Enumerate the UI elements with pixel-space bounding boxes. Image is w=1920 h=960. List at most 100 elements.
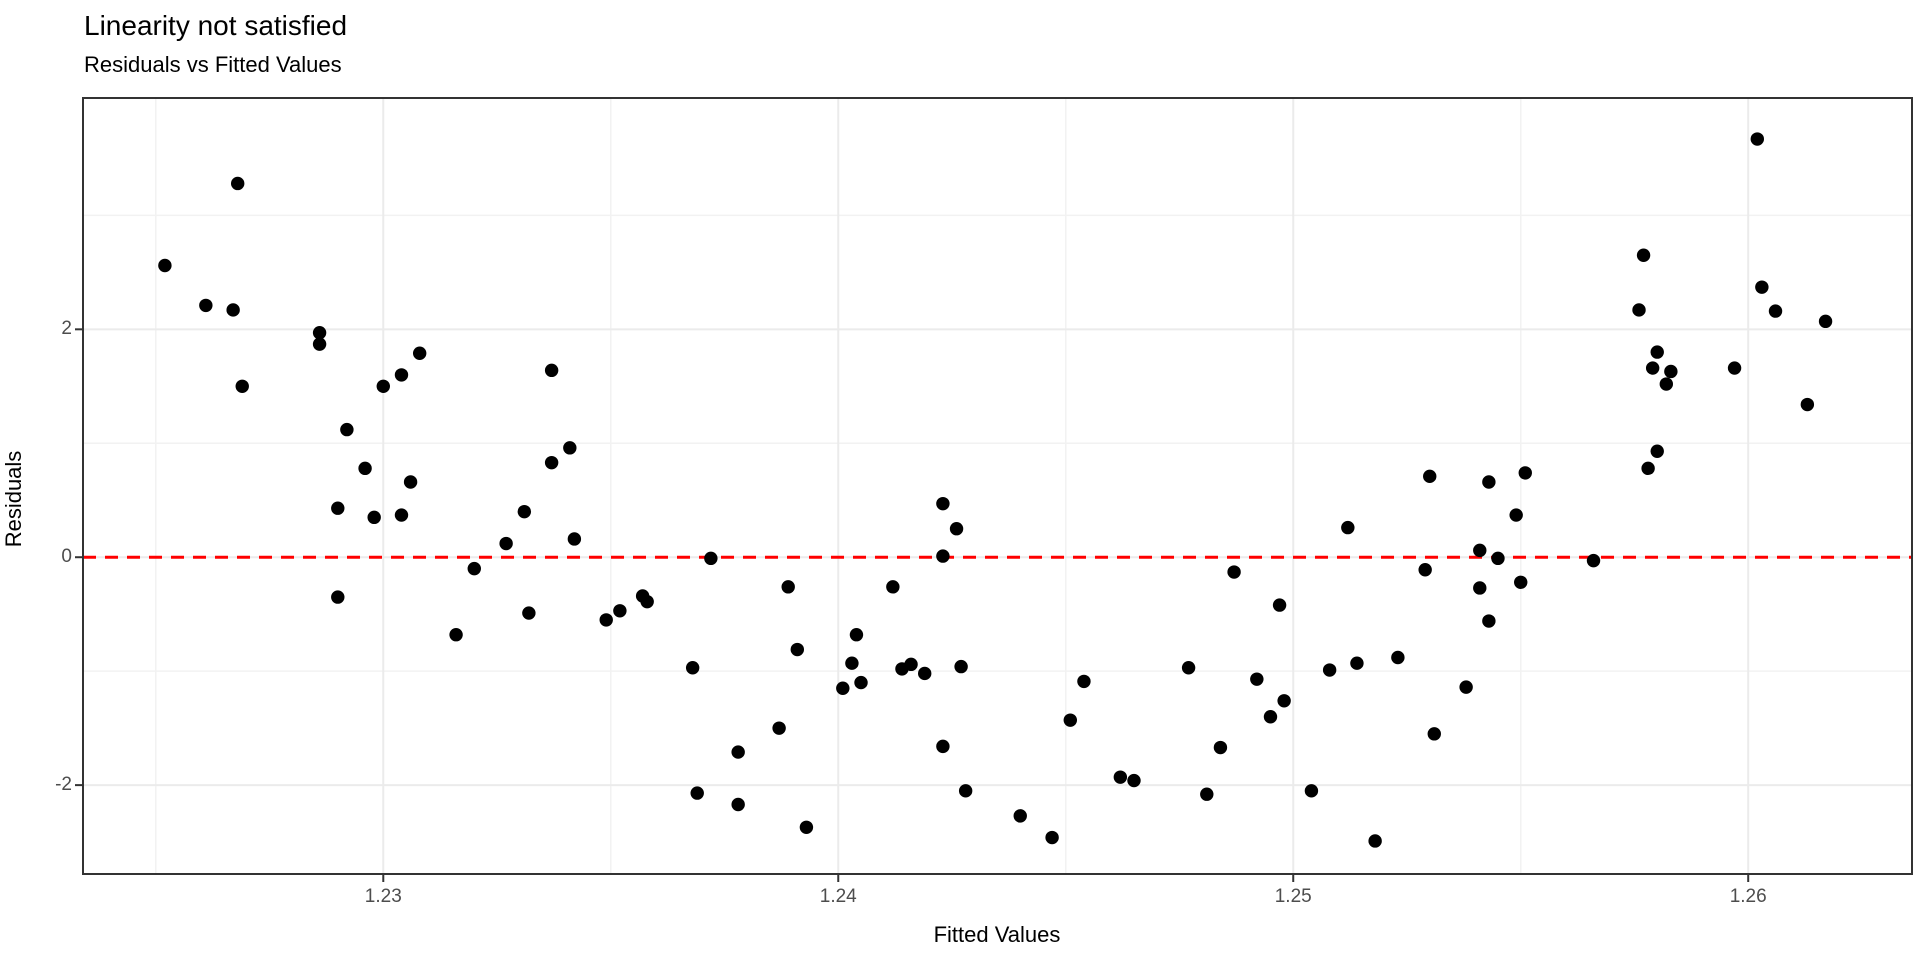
data-point (854, 675, 868, 690)
panel-border (82, 97, 1913, 875)
data-point (499, 536, 513, 551)
data-point (599, 613, 613, 627)
data-point (1113, 770, 1128, 784)
data-point (412, 346, 427, 360)
data-point (199, 298, 213, 313)
data-point (1750, 132, 1765, 146)
data-point (358, 461, 372, 476)
data-point (1482, 475, 1496, 489)
data-point (158, 258, 172, 273)
data-point (781, 580, 795, 594)
data-point (1322, 663, 1337, 677)
data-point (1650, 345, 1664, 359)
data-point (1277, 694, 1291, 708)
data-point (1650, 444, 1664, 458)
data-point (1013, 809, 1027, 823)
data-point (394, 508, 409, 522)
chart-title: Linearity not satisfied (84, 10, 348, 41)
data-point (312, 326, 327, 340)
data-point (1473, 581, 1487, 595)
y-axis-title: Residuals (1, 450, 26, 548)
data-point (1250, 672, 1264, 686)
data-point (731, 797, 745, 812)
data-point (230, 176, 245, 191)
x-tick-label: 1.25 (1274, 886, 1312, 907)
data-point (1263, 710, 1278, 724)
data-point (1181, 661, 1196, 675)
y-tick-label: -2 (55, 774, 72, 796)
data-point (1272, 598, 1287, 612)
data-point (1768, 304, 1783, 318)
data-point (1459, 680, 1473, 694)
data-point (685, 661, 700, 675)
data-point (1659, 377, 1674, 391)
data-point (226, 303, 240, 317)
data-point (522, 606, 536, 620)
data-point (1664, 364, 1678, 379)
y-tick-label: 2 (61, 318, 72, 340)
data-point (1304, 784, 1319, 798)
data-point (704, 551, 718, 566)
data-point (949, 522, 964, 536)
data-point (958, 784, 973, 798)
data-point (1586, 553, 1601, 568)
data-point (640, 594, 654, 609)
data-point (1063, 713, 1077, 727)
data-point (845, 656, 859, 670)
x-axis-title: Fitted Values (933, 922, 1061, 947)
data-point (1350, 656, 1364, 670)
data-point (1641, 461, 1655, 476)
data-point (544, 455, 559, 470)
data-point (849, 628, 864, 642)
data-point (790, 642, 805, 657)
data-point (936, 496, 950, 511)
data-point (836, 681, 850, 695)
panel-background (83, 98, 1912, 874)
data-point (1045, 830, 1059, 845)
x-tick-label: 1.24 (819, 886, 857, 907)
data-point (449, 628, 463, 642)
data-point (1227, 565, 1241, 579)
data-point (567, 532, 582, 546)
data-point (1514, 575, 1528, 589)
data-point (331, 590, 345, 604)
data-point (235, 379, 249, 393)
data-point (1427, 727, 1441, 741)
data-point (331, 501, 345, 515)
data-point (376, 379, 390, 393)
data-point (1818, 314, 1833, 329)
data-point (936, 739, 950, 754)
data-point (563, 441, 577, 455)
data-point (918, 666, 932, 681)
data-point (772, 721, 786, 735)
data-point (1368, 834, 1382, 848)
data-point (936, 549, 950, 563)
data-point (1518, 466, 1532, 480)
x-tick-label: 1.23 (364, 886, 402, 907)
data-point (467, 561, 481, 576)
data-point (1077, 674, 1091, 689)
data-point (613, 604, 627, 618)
data-point (690, 786, 704, 800)
chart-subtitle: Residuals vs Fitted Values (84, 52, 342, 77)
data-point (954, 659, 968, 674)
data-point (394, 368, 409, 382)
data-point (1509, 508, 1523, 522)
data-point (1491, 551, 1505, 566)
data-point (1213, 740, 1228, 755)
y-tick-label: 0 (61, 546, 72, 568)
data-point (544, 363, 559, 378)
data-point (1800, 397, 1815, 412)
data-point (403, 475, 418, 489)
data-point (1632, 303, 1646, 317)
data-point (1645, 361, 1660, 375)
data-point (731, 745, 745, 759)
data-point (1482, 614, 1496, 628)
data-point (1391, 650, 1405, 665)
data-point (904, 657, 918, 672)
data-point (1473, 543, 1487, 558)
data-point (1418, 563, 1432, 577)
data-point (367, 510, 381, 525)
